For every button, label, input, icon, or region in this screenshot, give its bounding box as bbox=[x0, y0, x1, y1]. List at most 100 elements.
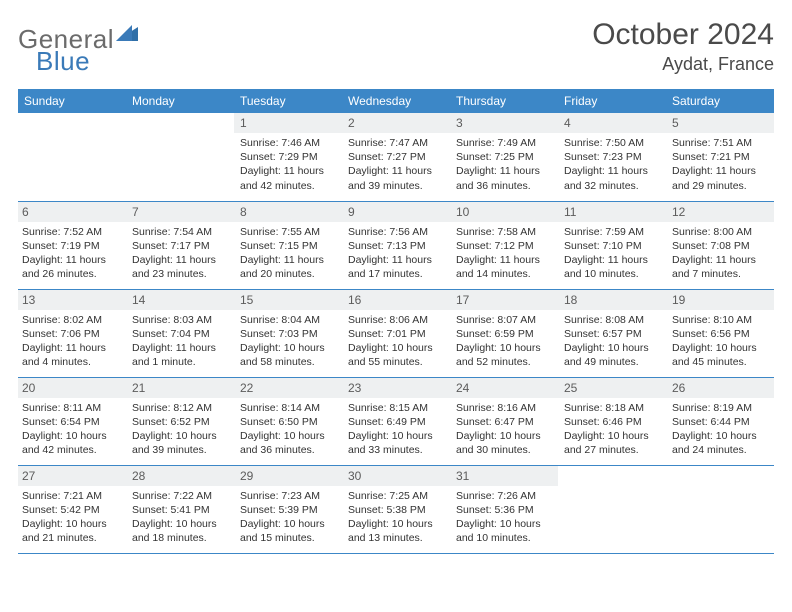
sunrise-text: Sunrise: 7:51 AM bbox=[672, 136, 768, 150]
day-number: 22 bbox=[234, 378, 342, 398]
calendar-cell: 18 Sunrise: 8:08 AMSunset: 6:57 PMDayligh… bbox=[558, 289, 666, 377]
day-number: 27 bbox=[18, 466, 126, 486]
sunset-text: Sunset: 7:01 PM bbox=[348, 327, 444, 341]
day-number: 19 bbox=[666, 290, 774, 310]
day-number: 30 bbox=[342, 466, 450, 486]
header: General October 2024 Aydat, France bbox=[18, 18, 774, 75]
day-details: Sunrise: 7:47 AMSunset: 7:27 PMDaylight:… bbox=[342, 133, 450, 197]
sunrise-text: Sunrise: 8:19 AM bbox=[672, 401, 768, 415]
sunrise-text: Sunrise: 7:52 AM bbox=[22, 225, 120, 239]
sunset-text: Sunset: 6:56 PM bbox=[672, 327, 768, 341]
calendar-table: Sunday Monday Tuesday Wednesday Thursday… bbox=[18, 89, 774, 554]
daylight-text: Daylight: 11 hours and 23 minutes. bbox=[132, 253, 228, 281]
day-number: 15 bbox=[234, 290, 342, 310]
day-details: Sunrise: 8:12 AMSunset: 6:52 PMDaylight:… bbox=[126, 398, 234, 462]
day-details: Sunrise: 7:50 AMSunset: 7:23 PMDaylight:… bbox=[558, 133, 666, 197]
day-number: 8 bbox=[234, 202, 342, 222]
sunset-text: Sunset: 7:25 PM bbox=[456, 150, 552, 164]
day-number: 18 bbox=[558, 290, 666, 310]
day-details: Sunrise: 7:22 AMSunset: 5:41 PMDaylight:… bbox=[126, 486, 234, 550]
day-details: Sunrise: 8:03 AMSunset: 7:04 PMDaylight:… bbox=[126, 310, 234, 374]
daylight-text: Daylight: 10 hours and 52 minutes. bbox=[456, 341, 552, 369]
day-number: 2 bbox=[342, 113, 450, 133]
daylight-text: Daylight: 11 hours and 7 minutes. bbox=[672, 253, 768, 281]
day-details: Sunrise: 8:14 AMSunset: 6:50 PMDaylight:… bbox=[234, 398, 342, 462]
calendar-cell: 7Sunrise: 7:54 AMSunset: 7:17 PMDaylight… bbox=[126, 201, 234, 289]
daylight-text: Daylight: 10 hours and 30 minutes. bbox=[456, 429, 552, 457]
day-details: Sunrise: 8:16 AMSunset: 6:47 PMDaylight:… bbox=[450, 398, 558, 462]
calendar-cell: 25Sunrise: 8:18 AMSunset: 6:46 PMDayligh… bbox=[558, 377, 666, 465]
calendar-cell: 17Sunrise: 8:07 AMSunset: 6:59 PMDayligh… bbox=[450, 289, 558, 377]
sunrise-text: Sunrise: 8:04 AM bbox=[240, 313, 336, 327]
calendar-cell: 2Sunrise: 7:47 AMSunset: 7:27 PMDaylight… bbox=[342, 113, 450, 201]
calendar-cell: 11Sunrise: 7:59 AMSunset: 7:10 PMDayligh… bbox=[558, 201, 666, 289]
weekday-header: Sunday bbox=[18, 89, 126, 113]
logo-triangle-icon bbox=[116, 25, 138, 46]
daylight-text: Daylight: 10 hours and 58 minutes. bbox=[240, 341, 336, 369]
sunset-text: Sunset: 6:49 PM bbox=[348, 415, 444, 429]
sunset-text: Sunset: 7:03 PM bbox=[240, 327, 336, 341]
day-number: 24 bbox=[450, 378, 558, 398]
sunrise-text: Sunrise: 8:08 AM bbox=[564, 313, 660, 327]
sunset-text: Sunset: 7:21 PM bbox=[672, 150, 768, 164]
sunrise-text: Sunrise: 8:14 AM bbox=[240, 401, 336, 415]
sunset-text: Sunset: 6:54 PM bbox=[22, 415, 120, 429]
sunrise-text: Sunrise: 7:50 AM bbox=[564, 136, 660, 150]
sunrise-text: Sunrise: 7:47 AM bbox=[348, 136, 444, 150]
calendar-cell: 22Sunrise: 8:14 AMSunset: 6:50 PMDayligh… bbox=[234, 377, 342, 465]
daylight-text: Daylight: 11 hours and 36 minutes. bbox=[456, 164, 552, 192]
sunrise-text: Sunrise: 8:12 AM bbox=[132, 401, 228, 415]
daylight-text: Daylight: 10 hours and 24 minutes. bbox=[672, 429, 768, 457]
sunset-text: Sunset: 6:59 PM bbox=[456, 327, 552, 341]
calendar-cell bbox=[18, 113, 126, 201]
daylight-text: Daylight: 10 hours and 36 minutes. bbox=[240, 429, 336, 457]
day-details: Sunrise: 8:15 AMSunset: 6:49 PMDaylight:… bbox=[342, 398, 450, 462]
daylight-text: Daylight: 10 hours and 45 minutes. bbox=[672, 341, 768, 369]
sunrise-text: Sunrise: 7:59 AM bbox=[564, 225, 660, 239]
sunrise-text: Sunrise: 8:00 AM bbox=[672, 225, 768, 239]
daylight-text: Daylight: 10 hours and 15 minutes. bbox=[240, 517, 336, 545]
calendar-cell: 14Sunrise: 8:03 AMSunset: 7:04 PMDayligh… bbox=[126, 289, 234, 377]
day-details: Sunrise: 7:56 AMSunset: 7:13 PMDaylight:… bbox=[342, 222, 450, 286]
sunset-text: Sunset: 5:39 PM bbox=[240, 503, 336, 517]
calendar-week-row: 6Sunrise: 7:52 AMSunset: 7:19 PMDaylight… bbox=[18, 201, 774, 289]
sunset-text: Sunset: 7:08 PM bbox=[672, 239, 768, 253]
day-details: Sunrise: 7:55 AMSunset: 7:15 PMDaylight:… bbox=[234, 222, 342, 286]
sunset-text: Sunset: 7:27 PM bbox=[348, 150, 444, 164]
calendar-week-row: 27Sunrise: 7:21 AMSunset: 5:42 PMDayligh… bbox=[18, 465, 774, 553]
day-number: 9 bbox=[342, 202, 450, 222]
day-details: Sunrise: 7:52 AMSunset: 7:19 PMDaylight:… bbox=[18, 222, 126, 286]
sunrise-text: Sunrise: 8:10 AM bbox=[672, 313, 768, 327]
calendar-cell: 15 Sunrise: 8:04 AMSunset: 7:03 PMDayligh… bbox=[234, 289, 342, 377]
day-details: Sunrise: 7:23 AMSunset: 5:39 PMDaylight:… bbox=[234, 486, 342, 550]
title-block: October 2024 Aydat, France bbox=[592, 18, 774, 75]
day-details: Sunrise: 8:02 AMSunset: 7:06 PMDaylight:… bbox=[18, 310, 126, 374]
day-details: Sunrise: 8:07 AMSunset: 6:59 PMDaylight:… bbox=[450, 310, 558, 374]
sunset-text: Sunset: 5:42 PM bbox=[22, 503, 120, 517]
day-details: Sunrise: 7:21 AMSunset: 5:42 PMDaylight:… bbox=[18, 486, 126, 550]
calendar-cell: 30Sunrise: 7:25 AMSunset: 5:38 PMDayligh… bbox=[342, 465, 450, 553]
weekday-header: Friday bbox=[558, 89, 666, 113]
sunset-text: Sunset: 6:57 PM bbox=[564, 327, 660, 341]
calendar-cell: 3Sunrise: 7:49 AMSunset: 7:25 PMDaylight… bbox=[450, 113, 558, 201]
daylight-text: Daylight: 11 hours and 17 minutes. bbox=[348, 253, 444, 281]
sunrise-text: Sunrise: 8:11 AM bbox=[22, 401, 120, 415]
sunset-text: Sunset: 7:06 PM bbox=[22, 327, 120, 341]
weekday-header: Saturday bbox=[666, 89, 774, 113]
sunrise-text: Sunrise: 8:03 AM bbox=[132, 313, 228, 327]
daylight-text: Daylight: 10 hours and 49 minutes. bbox=[564, 341, 660, 369]
day-number: 1 bbox=[234, 113, 342, 133]
daylight-text: Daylight: 10 hours and 42 minutes. bbox=[22, 429, 120, 457]
calendar-cell: 21Sunrise: 8:12 AMSunset: 6:52 PMDayligh… bbox=[126, 377, 234, 465]
sunrise-text: Sunrise: 7:21 AM bbox=[22, 489, 120, 503]
sunrise-text: Sunrise: 7:56 AM bbox=[348, 225, 444, 239]
calendar-cell: 4Sunrise: 7:50 AMSunset: 7:23 PMDaylight… bbox=[558, 113, 666, 201]
day-details: Sunrise: 8:00 AMSunset: 7:08 PMDaylight:… bbox=[666, 222, 774, 286]
day-details: Sunrise: 8:06 AMSunset: 7:01 PMDaylight:… bbox=[342, 310, 450, 374]
day-details: Sunrise: 7:59 AMSunset: 7:10 PMDaylight:… bbox=[558, 222, 666, 286]
day-number: 7 bbox=[126, 202, 234, 222]
day-number: 6 bbox=[18, 202, 126, 222]
day-details: Sunrise: 8:10 AMSunset: 6:56 PMDaylight:… bbox=[666, 310, 774, 374]
weekday-header: Tuesday bbox=[234, 89, 342, 113]
day-number: 14 bbox=[126, 290, 234, 310]
